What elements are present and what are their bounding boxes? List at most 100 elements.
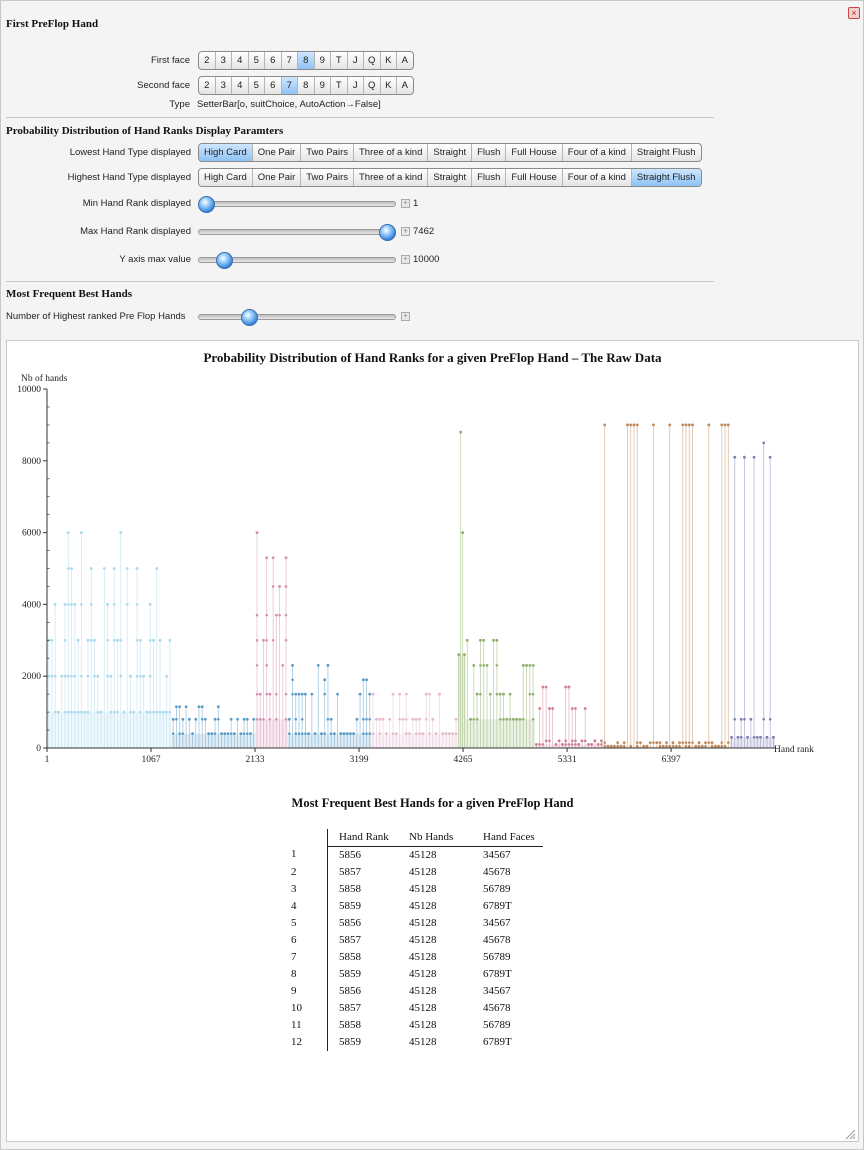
data-point [444, 732, 448, 736]
first-face-option-6[interactable]: 6 [265, 52, 282, 69]
lowest-option-straight-flush[interactable]: Straight Flush [636, 147, 696, 158]
first-face-option-4[interactable]: 4 [232, 52, 249, 69]
first-face-option-2[interactable]: 2 [199, 52, 216, 69]
second-face-option-t[interactable]: T [331, 77, 348, 94]
data-point [255, 664, 259, 667]
data-point [265, 556, 269, 560]
second-face-option-9[interactable]: 9 [315, 77, 331, 94]
lowest-option-high-card[interactable]: High Card [199, 144, 253, 161]
max-rank-expand-icon[interactable]: + [401, 227, 410, 236]
row-index: 11 [291, 1017, 328, 1034]
first-face-option-7[interactable]: 7 [282, 52, 298, 69]
second-face-option-7[interactable]: 7 [281, 77, 298, 94]
lowest-option-three-of-a-kind[interactable]: Three of a kind [354, 144, 429, 161]
highest-option-high-card[interactable]: High Card [199, 169, 253, 186]
close-icon[interactable]: × [848, 7, 860, 19]
highest-option-one-pair[interactable]: One Pair [253, 169, 302, 186]
highest-hand-type-setterbar[interactable]: High Card One Pair Two Pairs Three of a kin… [198, 168, 702, 187]
data-point [447, 732, 451, 736]
second-face-option-2[interactable]: 2 [199, 77, 216, 94]
data-point [181, 717, 185, 721]
data-point [294, 732, 298, 735]
data-point [271, 585, 275, 588]
data-point [551, 707, 555, 710]
count-expand-icon[interactable]: + [401, 312, 410, 321]
second-face-option-j[interactable]: J [348, 77, 364, 94]
data-point [268, 717, 272, 721]
second-face-option-8[interactable]: 8 [298, 77, 315, 94]
count-slider-thumb[interactable] [241, 309, 259, 326]
ymax-slider-thumb[interactable] [216, 252, 234, 269]
resize-grip-icon[interactable] [844, 1128, 856, 1140]
data-point [300, 732, 304, 735]
data-point [626, 423, 629, 427]
row-index: 1 [291, 846, 328, 864]
data-point [411, 717, 415, 721]
ymax-expand-icon[interactable]: + [401, 255, 410, 264]
data-point [622, 741, 626, 745]
data-point [304, 732, 307, 735]
first-face-option-8[interactable]: 8 [298, 52, 315, 69]
data-point [544, 685, 548, 689]
data-point [502, 717, 505, 721]
second-face-option-k[interactable]: K [381, 77, 397, 94]
first-face-option-3[interactable]: 3 [216, 52, 232, 69]
highest-option-four-of-a-kind[interactable]: Four of a kind [563, 169, 632, 186]
table-row: 5 5856 45128 34567 [291, 915, 543, 932]
second-face-option-6[interactable]: 6 [265, 77, 282, 94]
first-face-option-k[interactable]: K [381, 52, 397, 69]
min-rank-expand-icon[interactable]: + [401, 199, 410, 208]
highest-option-full-house[interactable]: Full House [506, 169, 563, 186]
nb-hands-cell: 45128 [409, 899, 437, 912]
first-face-option-q[interactable]: Q [364, 52, 381, 69]
lowest-option-full-house[interactable]: Full House [506, 144, 563, 161]
data-point [616, 741, 620, 745]
hand-rank-cell: 5857 [339, 1001, 361, 1014]
nb-hands-cell: 45128 [409, 865, 437, 878]
data-point [438, 692, 441, 696]
highest-option-flush[interactable]: Flush [472, 169, 507, 186]
first-face-option-t[interactable]: T [331, 52, 348, 69]
highest-option-three-of-a-kind[interactable]: Three of a kind [354, 169, 429, 186]
data-point [733, 717, 737, 721]
data-point [580, 739, 584, 743]
max-rank-slider[interactable] [198, 229, 396, 235]
ymax-slider[interactable] [198, 257, 396, 263]
first-face-option-a[interactable]: A [401, 55, 408, 66]
lowest-option-flush[interactable]: Flush [472, 144, 507, 161]
data-point [381, 717, 385, 721]
second-face-option-q[interactable]: Q [364, 77, 381, 94]
data-point [245, 732, 249, 735]
lowest-option-straight[interactable]: Straight [428, 144, 473, 161]
count-slider[interactable] [198, 314, 396, 320]
min-rank-slider-thumb[interactable] [198, 196, 215, 213]
data-point [694, 744, 698, 748]
data-point [723, 423, 727, 427]
data-point [119, 674, 123, 678]
lowest-option-one-pair[interactable]: One Pair [253, 144, 302, 161]
highest-option-straight-flush[interactable]: Straight Flush [631, 169, 701, 186]
data-point [570, 743, 574, 746]
highest-option-straight[interactable]: Straight [428, 169, 473, 186]
data-point [548, 739, 551, 743]
first-face-option-9[interactable]: 9 [315, 52, 331, 69]
second-face-option-4[interactable]: 4 [232, 77, 249, 94]
highest-option-two-pairs[interactable]: Two Pairs [301, 169, 354, 186]
row-index: 7 [291, 949, 328, 966]
data-point [57, 710, 60, 714]
first-face-option-j[interactable]: J [348, 52, 364, 69]
second-face-option-5[interactable]: 5 [249, 77, 265, 94]
lowest-option-two-pairs[interactable]: Two Pairs [301, 144, 354, 161]
data-point [593, 739, 597, 743]
max-rank-slider-thumb[interactable] [379, 224, 396, 241]
data-point [155, 567, 159, 570]
min-rank-slider[interactable] [198, 201, 396, 207]
lowest-hand-type-setterbar[interactable]: High Card One Pair Two Pairs Three of a kin… [198, 143, 702, 162]
lowest-option-four-of-a-kind[interactable]: Four of a kind [563, 144, 632, 161]
first-face-option-5[interactable]: 5 [249, 52, 265, 69]
data-point [93, 674, 96, 678]
second-face-option-a[interactable]: A [401, 80, 408, 91]
second-face-option-3[interactable]: 3 [216, 77, 232, 94]
